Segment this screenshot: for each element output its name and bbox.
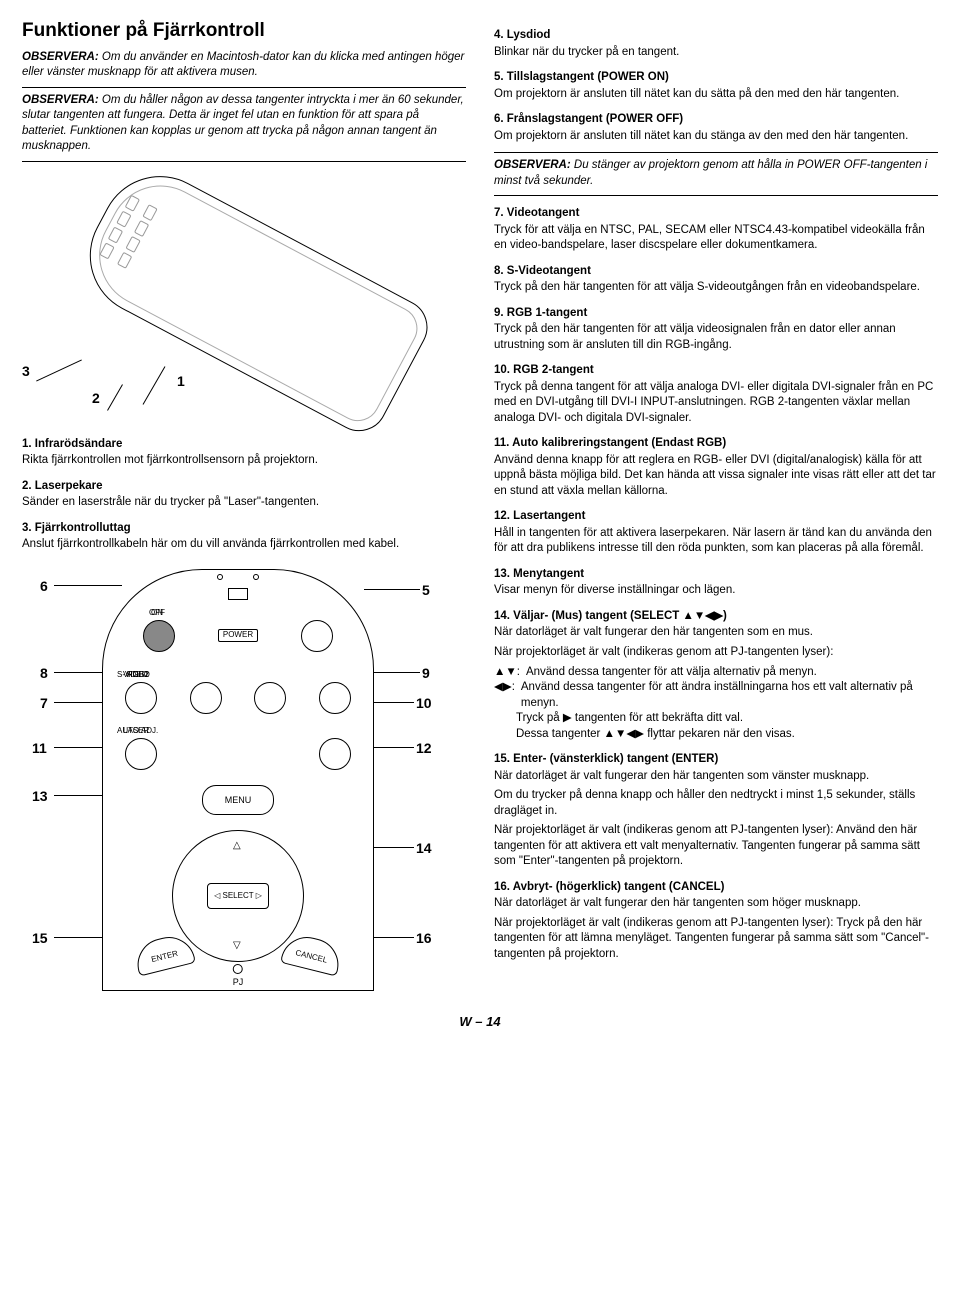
section-11-body: Använd denna knapp för att reglera en RG… [494,453,938,500]
callout-3: 3 [22,362,30,381]
section-7-body: Tryck för att välja en NTSC, PAL, SECAM … [494,223,938,254]
callout-7: 7 [40,694,48,713]
section-6-title: 6. Frånslagstangent (POWER OFF) [494,112,938,128]
section-11-title: 11. Auto kalibreringstangent (Endast RGB… [494,436,938,452]
callout-10: 10 [416,694,432,713]
section-16-l2: När projektorläget är valt (indikeras ge… [494,916,938,963]
observera-label: OBSERVERA: [494,159,571,171]
section-14-c: Tryck på ▶ tangenten för att bekräfta di… [516,711,743,727]
callout-8: 8 [40,664,48,683]
section-12-body: Håll in tangenten för att aktivera laser… [494,526,938,557]
label-power: POWER [218,629,258,642]
callout-11: 11 [32,739,47,758]
autoadj-button [125,738,157,770]
section-7-title: 7. Videotangent [494,206,938,222]
remote-outline [69,155,438,441]
section-9-body: Tryck på den här tangenten för att välja… [494,322,938,353]
callout-5: 5 [422,581,430,600]
rgb1-button [254,682,286,714]
section-4-body: Blinkar när du trycker på en tangent. [494,45,938,61]
callout-1: 1 [177,372,185,391]
power-off-button [143,620,175,652]
section-6-body: Om projektorn är ansluten till nätet kan… [494,129,938,145]
section-16-l1: När datorläget är valt fungerar den här … [494,896,938,912]
section-13-body: Visar menyn för diverse inställningar oc… [494,583,938,599]
callout-9: 9 [422,664,430,683]
label-on: ON [151,608,163,619]
callout-12: 12 [416,739,432,758]
callout-2: 2 [92,389,100,408]
section-15-title: 15. Enter- (vänsterklick) tangent (ENTER… [494,752,938,768]
label-laser: LASER [123,726,149,737]
section-8-body: Tryck på den här tangenten för att välja… [494,280,938,296]
observera-2: OBSERVERA: Om du håller någon av dessa t… [22,93,466,155]
section-2-title: 2. Laserpekare [22,479,466,495]
callout-13: 13 [32,787,48,806]
pj-label: PJ [233,976,244,988]
right-column: 4. Lysdiod Blinkar när du trycker på en … [494,18,938,999]
page-title: Funktioner på Fjärrkontroll [22,18,466,44]
callout-15: 15 [32,929,48,948]
section-8-title: 8. S-Videotangent [494,264,938,280]
power-on-button [301,620,333,652]
menu-button: MENU [202,785,274,815]
page-number: W – 14 [22,1013,938,1031]
divider [22,161,466,162]
remote-tilted-figure: 3 2 1 [22,167,466,427]
observera-1: OBSERVERA: Om du använder en Macintosh-d… [22,50,466,81]
section-2-body: Sänder en laserstråle när du trycker på … [22,495,466,511]
remote-front-outline: OFF POWER ON VIDEO S-VIDEO RGB1 RGB2 [102,569,374,991]
left-column: Funktioner på Fjärrkontroll OBSERVERA: O… [22,18,466,999]
section-10-body: Tryck på denna tangent för att välja ana… [494,380,938,427]
rgb2-button [319,682,351,714]
section-9-title: 9. RGB 1-tangent [494,306,938,322]
section-13-title: 13. Menytangent [494,567,938,583]
section-1-body: Rikta fjärrkontrollen mot fjärrkontrolls… [22,453,466,469]
section-15-l2: Om du trycker på denna knapp och håller … [494,788,938,819]
observera-label: OBSERVERA: [22,94,99,106]
section-5-body: Om projektorn är ansluten till nätet kan… [494,87,938,103]
section-14-d: Dessa tangenter ▲▼◀▶ flyttar pekaren när… [516,727,795,743]
video-button [125,682,157,714]
section-3-body: Anslut fjärrkontrollkabeln här om du vil… [22,537,466,553]
section-14-l1: När datorläget är valt fungerar den här … [494,625,938,641]
sym-leftright: ◀▶: [494,680,515,711]
section-16-title: 16. Avbryt- (högerklick) tangent (CANCEL… [494,880,938,896]
laser-button [319,738,351,770]
callout-14: 14 [416,839,432,858]
section-3-title: 3. Fjärrkontrolluttag [22,521,466,537]
svideo-button [190,682,222,714]
section-15-l3: När projektorläget är valt (indikeras ge… [494,823,938,870]
label-rgb2: RGB2 [127,670,149,681]
divider [494,195,938,196]
section-15-l1: När datorläget är valt fungerar den här … [494,769,938,785]
section-14-a: Använd dessa tangenter för att välja alt… [526,665,817,681]
led-icon [228,588,248,600]
section-5-title: 5. Tillslagstangent (POWER ON) [494,70,938,86]
observera-label: OBSERVERA: [22,51,99,63]
cancel-button: CANCEL [280,931,344,976]
section-10-title: 10. RGB 2-tangent [494,363,938,379]
section-12-title: 12. Lasertangent [494,509,938,525]
section-1-title: 1. Infrarödsändare [22,437,466,453]
select-pad: ◁ SELECT ▷ △ ▽ [172,830,304,962]
divider [22,87,466,88]
section-14-b: Använd dessa tangenter för att ändra ins… [521,680,938,711]
divider [494,152,938,153]
section-14-title: 14. Väljar- (Mus) tangent (SELECT ▲▼◀▶) [494,609,938,625]
select-label: ◁ SELECT ▷ [207,883,269,909]
callout-6: 6 [40,577,48,596]
remote-front-figure: 6 8 7 11 13 15 4 5 9 10 12 14 16 [22,569,466,999]
section-4-title: 4. Lysdiod [494,28,938,44]
sym-updown: ▲▼: [494,665,520,681]
observera-3: OBSERVERA: Du stänger av projektorn geno… [494,158,938,189]
section-14-l2: När projektorläget är valt (indikeras ge… [494,645,938,661]
callout-16: 16 [416,929,432,948]
